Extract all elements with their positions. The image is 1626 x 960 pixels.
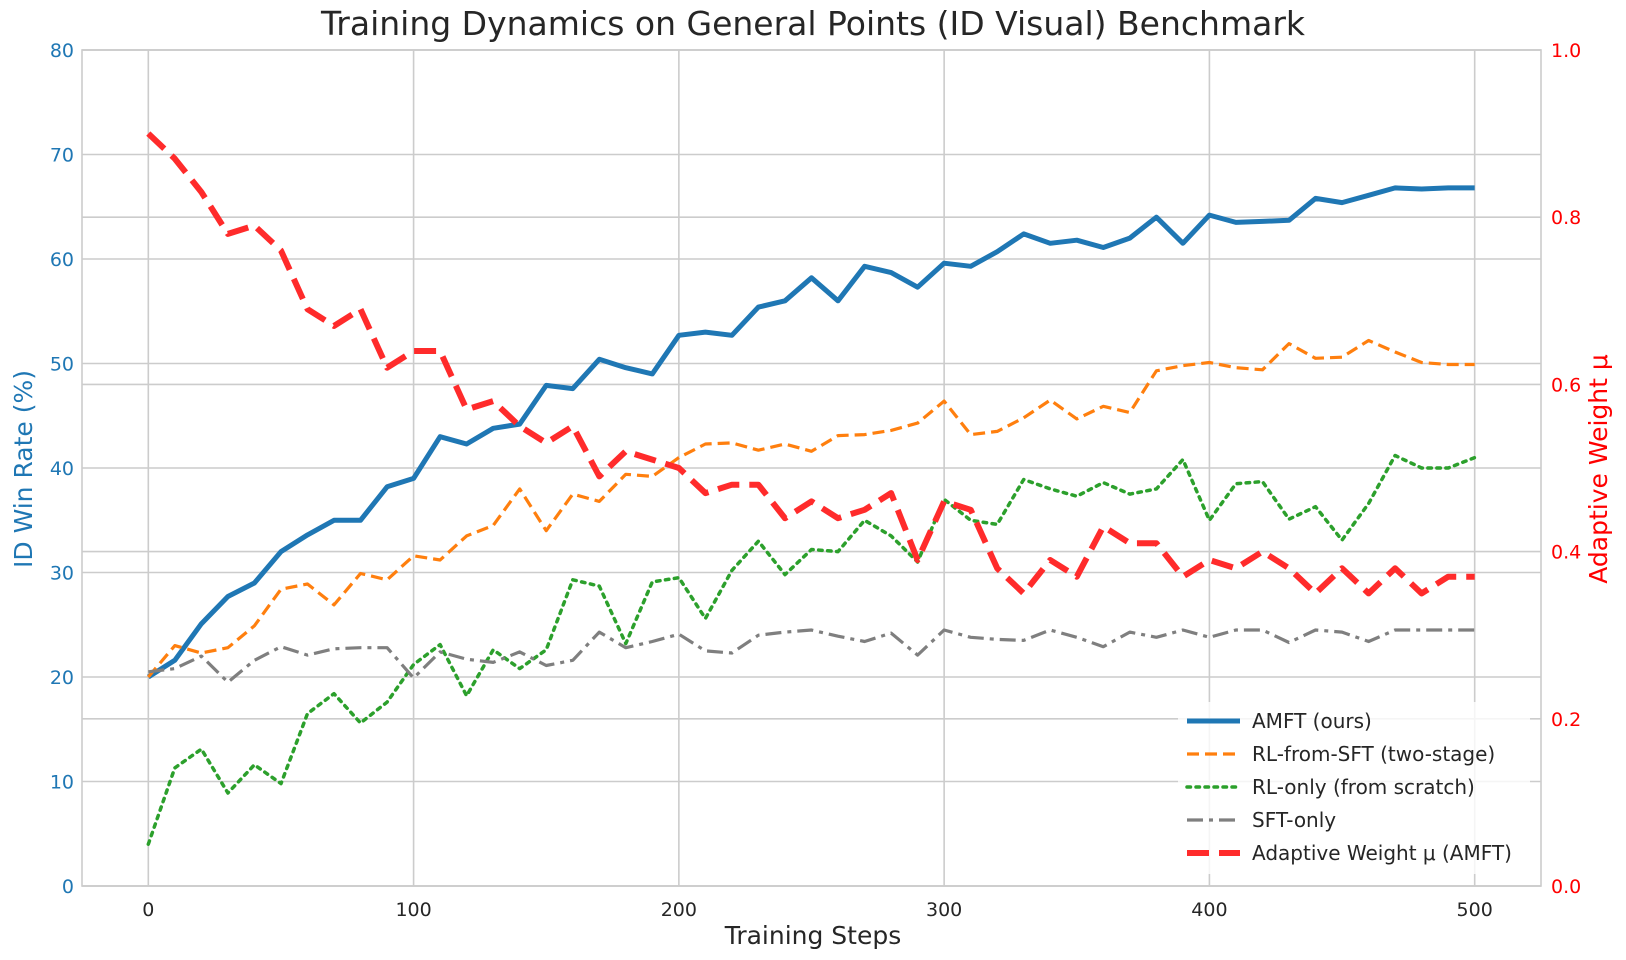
legend-label-4: Adaptive Weight μ (AMFT): [1252, 841, 1512, 865]
legend-entries: AMFT (ours) RL-from-SFT (two-stage) RL-onl…: [1185, 709, 1512, 865]
tick-label-y-right: 0.8: [1551, 207, 1581, 229]
tick-label-y-left: 20: [50, 667, 74, 689]
tick-label-x: 300: [926, 899, 962, 921]
y-axis-label-left: ID Win Rate (%): [9, 370, 38, 568]
series-line-1: [147, 338, 1475, 679]
series-line-4: [146, 131, 1475, 597]
tick-label-x: 0: [142, 899, 154, 921]
series-line-3: [148, 628, 1475, 684]
ticks-layer: 0 10 20 30 40 50 60 70 80 0.0 0.2 0.4 0.6 0.8 1.0 0 100 2…: [50, 40, 1581, 921]
y-axis-label-right: Adaptive Weight μ: [1584, 354, 1613, 584]
chart-title: Training Dynamics on General Points (ID …: [320, 4, 1306, 43]
series-layer: [146, 131, 1477, 846]
tick-label-y-left: 30: [50, 563, 74, 585]
tick-label-y-left: 10: [50, 772, 74, 794]
tick-label-y-left: 40: [50, 458, 74, 480]
tick-label-x: 200: [661, 899, 697, 921]
tick-label-y-left: 50: [50, 354, 74, 376]
series-line-0: [146, 185, 1475, 680]
tick-label-y-left: 0: [62, 876, 74, 898]
legend-label-1: RL-from-SFT (two-stage): [1252, 742, 1495, 766]
tick-label-y-left: 60: [50, 249, 74, 271]
tick-label-y-right: 0.2: [1551, 709, 1581, 731]
tick-label-x: 100: [395, 899, 431, 921]
legend-label-0: AMFT (ours): [1252, 709, 1372, 733]
series-line-2: [146, 453, 1477, 846]
plot-frame: [81, 49, 1542, 887]
legend-label-3: SFT-only: [1252, 808, 1336, 832]
tick-label-y-right: 0.6: [1551, 374, 1581, 396]
tick-label-y-left: 70: [50, 145, 74, 167]
tick-label-x: 500: [1457, 899, 1493, 921]
tick-label-y-right: 0.4: [1551, 542, 1581, 564]
tick-label-x: 400: [1191, 899, 1227, 921]
x-axis-label: Training Steps: [724, 921, 902, 950]
tick-label-y-right: 0.0: [1551, 876, 1581, 898]
legend-label-2: RL-only (from scratch): [1252, 775, 1475, 799]
tick-label-y-left: 80: [50, 40, 74, 62]
legend: AMFT (ours) RL-from-SFT (two-stage) RL-onl…: [1178, 702, 1530, 874]
tick-label-y-right: 1.0: [1551, 40, 1581, 62]
